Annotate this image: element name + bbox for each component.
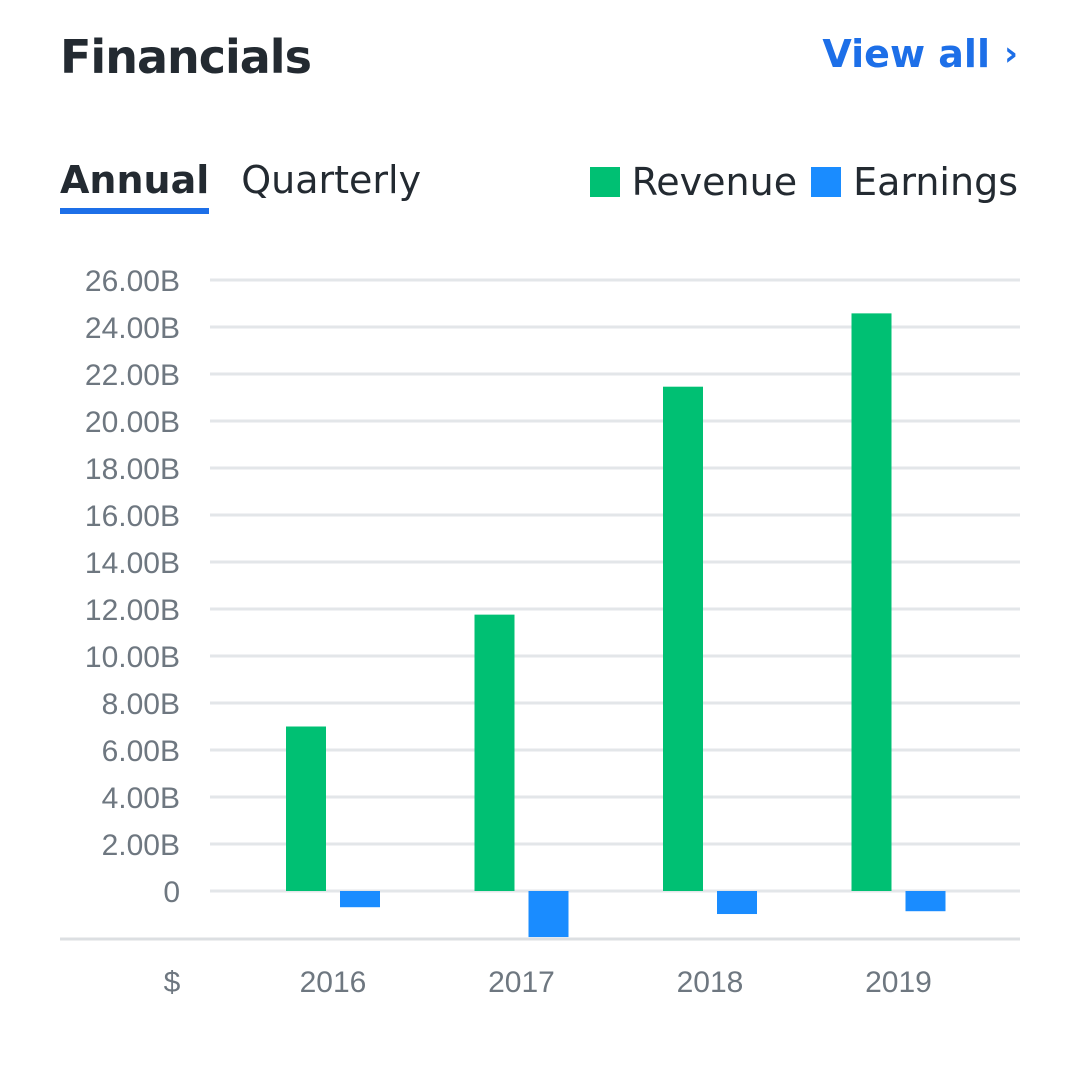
y-tick-label: 26.00B [85, 265, 180, 298]
y-tick-label: 0 [163, 876, 180, 909]
y-tick-label: 8.00B [102, 688, 180, 721]
earnings-bar-2019 [905, 891, 946, 912]
revenue-bar-2016 [286, 726, 326, 891]
revenue-swatch-icon [589, 167, 620, 197]
x-tick-label: 2018 [677, 966, 744, 999]
revenue-bar-2018 [663, 386, 703, 891]
tab-annual[interactable]: Annual [60, 158, 210, 214]
y-tick-label: 20.00B [85, 406, 180, 439]
y-tick-label: 4.00B [102, 782, 180, 815]
legend-item-earnings: Earnings [811, 160, 1018, 204]
revenue-bar-2019 [851, 313, 892, 891]
x-tick-label: 2016 [300, 966, 367, 999]
view-all-link[interactable]: View all › [822, 32, 1018, 76]
earnings-bar-2017 [528, 891, 569, 938]
y-tick-label: 16.00B [85, 500, 180, 533]
view-all-label: View all [822, 32, 990, 76]
revenue-bar-2017 [474, 614, 515, 891]
earnings-bar-2018 [717, 891, 757, 915]
y-tick-label: 24.00B [85, 312, 180, 345]
x-tick-label: 2019 [865, 966, 932, 999]
tab-quarterly[interactable]: Quarterly [241, 158, 422, 202]
period-tabs: Annual Quarterly [60, 158, 421, 214]
earnings-swatch-icon [811, 167, 842, 197]
y-tick-label: 14.00B [85, 547, 180, 580]
chart-legend: Revenue Earnings [589, 160, 1018, 204]
legend-label-earnings: Earnings [853, 160, 1018, 204]
page-title: Financials [60, 30, 312, 84]
y-tick-label: 12.00B [85, 594, 180, 627]
earnings-bar-2016 [340, 891, 380, 908]
chevron-right-icon: › [1003, 34, 1018, 74]
y-tick-label: 10.00B [85, 641, 180, 674]
currency-label: $ [164, 966, 181, 999]
y-tick-label: 18.00B [85, 453, 180, 486]
legend-item-revenue: Revenue [589, 160, 798, 204]
y-tick-label: 22.00B [85, 359, 180, 392]
y-tick-label: 6.00B [102, 735, 180, 768]
y-tick-label: 2.00B [102, 829, 180, 862]
x-tick-label: 2017 [488, 966, 555, 999]
legend-label-revenue: Revenue [631, 160, 798, 204]
